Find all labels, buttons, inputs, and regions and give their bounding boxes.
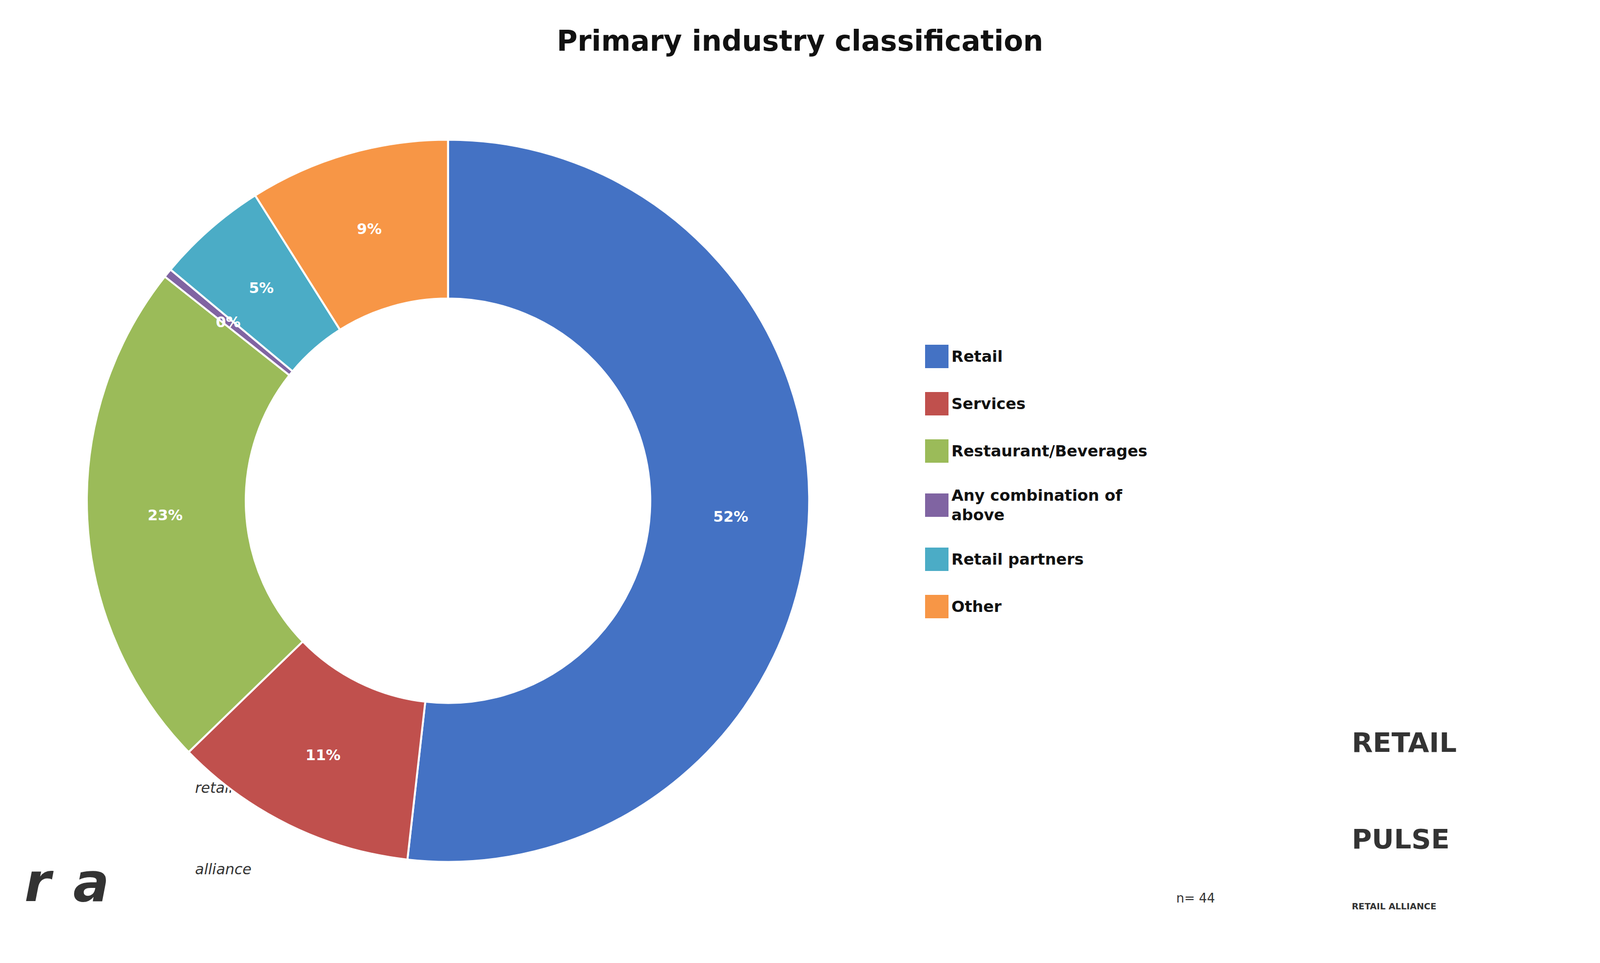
svg-text:0%: 0%	[215, 313, 241, 331]
svg-text:Primary industry classificatio: Primary industry classification	[556, 24, 1044, 58]
svg-text:RETAIL: RETAIL	[1351, 726, 1457, 759]
svg-text:11%: 11%	[305, 746, 341, 764]
svg-text:Other: Other	[951, 597, 1002, 616]
svg-text:23%: 23%	[147, 506, 183, 524]
svg-text:Services: Services	[951, 394, 1026, 414]
svg-text:5%: 5%	[248, 279, 274, 297]
svg-text:alliance: alliance	[195, 860, 252, 878]
svg-text:a: a	[73, 851, 110, 914]
svg-text:Restaurant/Beverages: Restaurant/Beverages	[951, 441, 1148, 461]
svg-text:52%: 52%	[713, 508, 749, 526]
svg-text:9%: 9%	[356, 220, 382, 238]
svg-text:r: r	[24, 851, 54, 914]
svg-text:n= 44: n= 44	[1176, 890, 1216, 906]
svg-text:RETAIL ALLIANCE: RETAIL ALLIANCE	[1351, 901, 1437, 912]
svg-text:above: above	[951, 505, 1005, 525]
svg-text:Retail partners: Retail partners	[951, 550, 1084, 569]
svg-text:retail: retail	[195, 779, 233, 797]
svg-text:Retail: Retail	[951, 347, 1003, 366]
svg-text:PULSE: PULSE	[1351, 823, 1450, 855]
svg-text:Any combination of: Any combination of	[951, 486, 1123, 505]
